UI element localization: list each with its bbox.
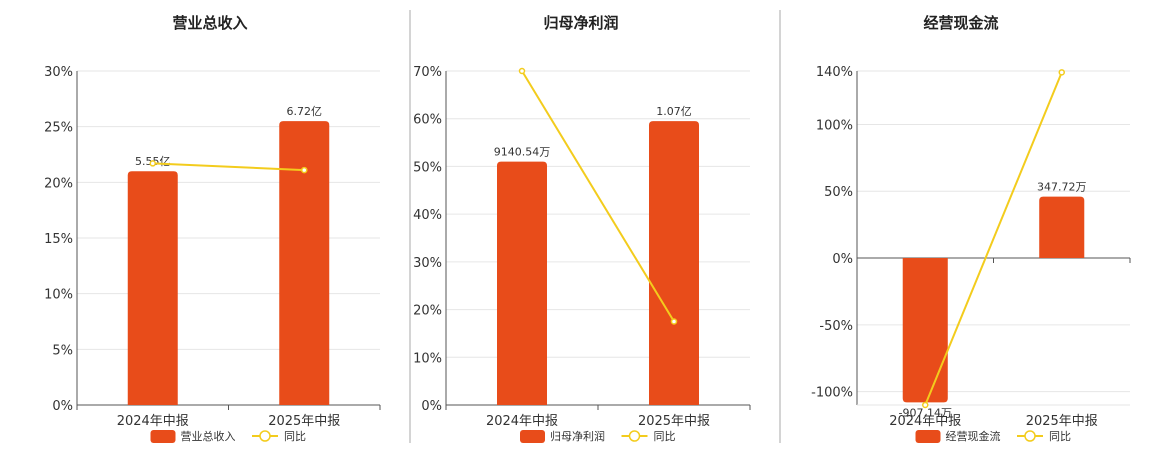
y-tick-label: 30% [413,256,442,271]
y-tick-label: 50% [824,185,853,200]
bar-data-label: -907.14万 [899,406,952,419]
y-tick-label: 0% [832,252,853,267]
y-tick-label: 5% [52,343,73,358]
legend-line-marker [628,430,641,442]
legend-bar-swatch [150,430,176,443]
chart-title: 经营现金流 [923,14,998,32]
x-tick-label: 2024年中报 [889,414,961,429]
y-tick-label: 10% [44,288,73,303]
y-tick-label: 20% [44,176,73,191]
y-tick-label: 15% [44,232,73,247]
yoy-point [670,318,678,325]
legend-bar-swatch [915,430,941,443]
legend-line-marker [1024,430,1036,442]
y-tick-label: 10% [413,351,442,366]
y-tick-label: 20% [413,304,442,319]
bar [279,121,330,405]
legend-bar-label: 归母净利润 [550,429,605,443]
bar [127,171,178,405]
yoy-point [518,67,526,75]
bar-data-label: 1.07亿 [656,105,692,118]
bar-data-label: 347.72万 [1037,181,1087,194]
y-tick-label: 100% [816,118,853,133]
chart-title: 归母净利润 [543,14,618,32]
yoy-point [149,160,156,167]
bar-data-label: 6.72亿 [287,105,323,118]
chart-title: 营业总收入 [172,14,247,32]
yoy-line [152,162,305,172]
legend-line-label: 同比 [1049,430,1071,443]
y-tick-label: 40% [413,208,442,223]
legend-line-label: 同比 [284,430,306,443]
chart-panel-1: 营业总收入0%5%10%15%20%25%30%2024年中报2025年中报5.… [44,14,381,443]
y-tick-label: 70% [413,65,442,80]
x-tick-label: 2025年中报 [638,414,710,429]
legend-bar-label: 营业总收入 [181,429,236,443]
legend-bar-swatch [520,430,545,443]
y-tick-label: 60% [413,113,442,128]
y-tick-label: 30% [44,65,73,80]
chart-panel-3: 经营现金流 -100% -50% 0% 50% 100% 140% 2024年中报 2025年中… [811,14,1131,443]
bar-data-label: 9140.54万 [494,146,551,159]
yoy-point [301,166,308,174]
chart-panel-2: 归母净利润 0% 10% 20% 30% 40% 50% 60% 70% 2024年中报 2025年… [413,14,751,443]
y-tick-label: 25% [44,121,73,136]
y-tick-label: 0% [421,399,442,414]
yoy-point [1058,69,1065,76]
y-tick-label: 0% [52,399,73,414]
y-tick-label: -100% [811,386,853,401]
x-tick-label: 2024年中报 [117,414,189,429]
bar [1039,196,1085,259]
yoy-point [922,401,929,409]
bar [902,258,948,403]
y-tick-label: 50% [413,160,442,175]
legend-line-label: 同比 [654,430,676,443]
x-tick-label: 2024年中报 [486,414,558,429]
x-tick-label: 2025年中报 [1026,414,1098,429]
y-tick-label: -50% [819,319,853,334]
legend-line-marker [259,430,271,442]
yoy-line [924,71,1063,406]
y-tick-label: 140% [816,65,853,80]
x-tick-label: 2025年中报 [268,414,340,429]
legend-bar-label: 经营现金流 [946,429,1001,443]
bar [497,161,547,405]
yoy-line [521,70,675,323]
bar [649,121,699,405]
